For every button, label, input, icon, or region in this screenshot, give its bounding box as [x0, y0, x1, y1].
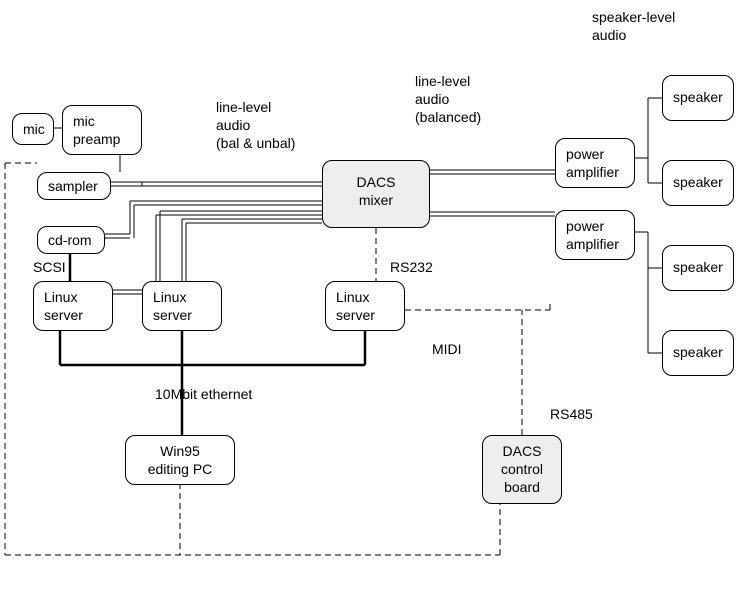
node-spk2: speaker: [662, 160, 734, 206]
label-scsi: SCSI: [33, 258, 66, 276]
node-label: Linuxserver: [44, 289, 83, 323]
node-label: Win95editing PC: [148, 443, 213, 477]
node-label: Linuxserver: [153, 289, 192, 323]
label-midi: MIDI: [432, 340, 462, 358]
node-label: speaker: [673, 89, 723, 105]
node-label: DACScontrolboard: [501, 443, 543, 495]
node-label: sampler: [48, 178, 98, 194]
node-spk1: speaker: [662, 75, 734, 121]
node-spk4: speaker: [662, 330, 734, 376]
node-label: mic: [23, 121, 45, 137]
node-linux1: Linuxserver: [33, 281, 113, 331]
label-speaker-level: speaker-levelaudio: [592, 8, 675, 44]
node-label: poweramplifier: [566, 218, 619, 252]
node-label: micpreamp: [73, 113, 120, 147]
node-label: speaker: [673, 259, 723, 275]
node-dacs-ctrl: DACScontrolboard: [482, 435, 562, 504]
node-dacs-mixer: DACSmixer: [322, 160, 430, 228]
node-mic: mic: [12, 113, 54, 145]
node-spk3: speaker: [662, 245, 734, 291]
node-win95: Win95editing PC: [125, 435, 235, 485]
node-label: poweramplifier: [566, 146, 619, 180]
node-cdrom: cd-rom: [37, 226, 105, 254]
label-line-level-balunbal: line-levelaudio(bal & unbal): [216, 98, 295, 153]
node-label: cd-rom: [48, 232, 92, 248]
label-line-level-bal: line-levelaudio(balanced): [415, 72, 481, 127]
node-label: speaker: [673, 174, 723, 190]
node-amp1: poweramplifier: [555, 138, 635, 188]
label-rs232: RS232: [390, 258, 433, 276]
node-sampler: sampler: [37, 172, 111, 200]
node-linux2: Linuxserver: [142, 281, 222, 331]
node-label: speaker: [673, 344, 723, 360]
node-preamp: micpreamp: [62, 105, 142, 155]
node-linux3: Linuxserver: [325, 281, 405, 331]
label-ethernet: 10Mbit ethernet: [155, 385, 252, 403]
label-rs485: RS485: [550, 405, 593, 423]
node-amp2: poweramplifier: [555, 210, 635, 260]
node-label: Linuxserver: [336, 289, 375, 323]
node-label: DACSmixer: [357, 174, 396, 208]
